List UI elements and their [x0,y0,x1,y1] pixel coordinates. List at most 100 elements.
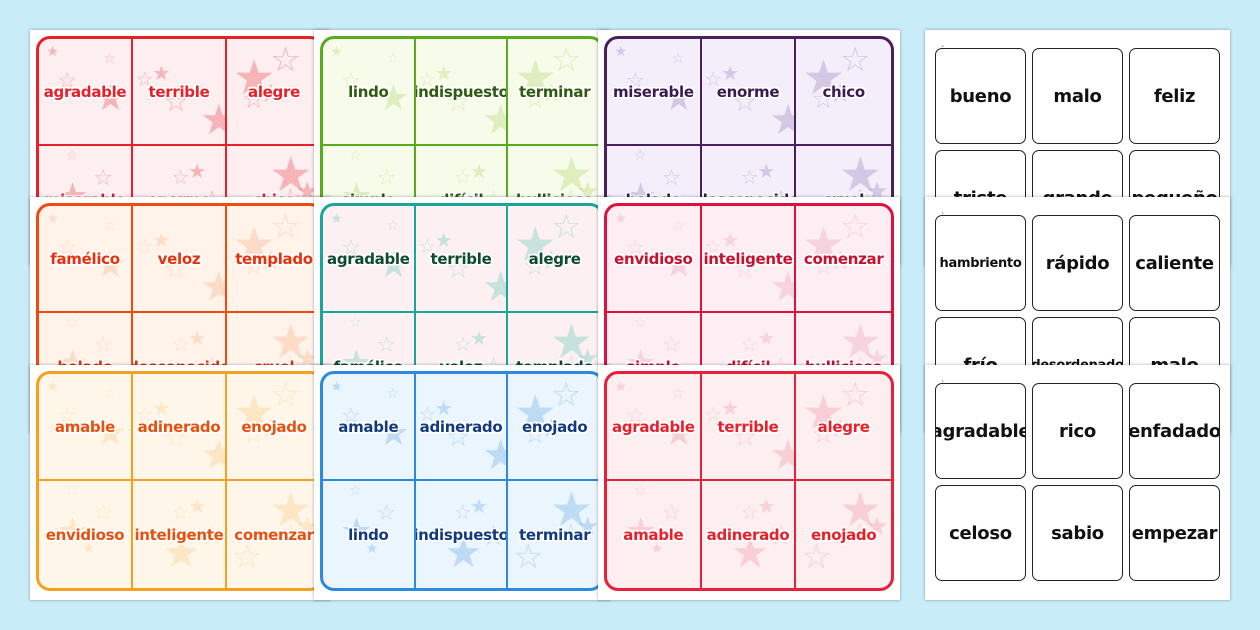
star-icon: ★ [232,216,276,273]
star-icon: ☆ [278,518,302,549]
star-icon: ★ [258,79,283,109]
bingo-word: comenzar [234,525,314,544]
bingo-word: adinerado [137,417,221,436]
bingo-cell: ★☆★☆terrible [415,206,509,313]
star-icon: ☆ [163,85,189,119]
star-icon: ★ [56,511,89,553]
star-icon: ★ [94,413,127,454]
bingo-cell: ★ ☆ ★ ☆ alegre [796,374,891,481]
bingo-cell: ★ ☆ ★ ☆ amable [607,481,702,588]
star-icon: ★ [769,265,794,308]
bingo-sheet: ★☆★☆amable★☆★☆adinerado★☆★☆enojado★☆★☆li… [314,365,610,600]
star-icon: ★ [330,379,343,396]
star-icon: ☆ [171,500,190,525]
star-icon: ★ [550,482,594,539]
star-icon: ☆ [386,50,400,67]
star-icon: ☆ [349,315,362,332]
star-icon: ☆ [349,483,362,500]
star-icon: ☆ [453,332,472,357]
star-icon: ★ [838,147,882,204]
star-icon: ★ [269,482,313,539]
star-icon: ☆ [163,420,189,454]
bingo-word: enojado [810,525,877,544]
star-icon: ☆ [523,85,547,116]
star-icon: ★ [152,228,171,253]
bingo-word: inteligente [134,525,224,544]
star-icon: ☆ [550,207,582,248]
star-icon: ☆ [93,333,113,359]
star-icon: ★ [434,396,453,421]
star-icon: ☆ [740,332,759,357]
star-icon: ☆ [103,50,116,67]
bingo-word: lindo [348,525,389,544]
bingo-word: hambriento [939,255,1022,271]
star-icon: ☆ [341,68,361,94]
star-icon: ☆ [445,85,471,119]
star-icon: ★ [721,61,740,86]
star-icon: ★ [188,325,207,350]
bingo-cell: ★ ☆ ★ ☆ agradable [323,206,416,313]
bingo-cell: ★☆★☆indispuesto [416,481,509,588]
bingo-word: amable [623,525,684,544]
star-icon: ★ [838,314,882,371]
bingo-cell: ★☆★☆inteligente [701,206,797,313]
bingo-cell: ★ ☆ ★ ☆ enojado [796,481,891,588]
bingo-cell: ★ ☆ ★ ☆ alegre [508,206,601,313]
star-icon: ★ [575,512,600,543]
bingo-card-grid: ★☆★☆agradable★☆★☆terrible★☆★☆alegre★☆★☆a… [604,371,894,591]
bingo-cell: ★☆★☆adinerado [133,374,227,481]
star-icon: ★ [482,265,506,308]
star-icon: ★ [539,246,564,276]
star-icon: ★ [258,246,283,276]
star-icon: ★ [200,98,225,141]
star-icon: ☆ [341,403,361,429]
star-icon: ☆ [523,420,547,451]
star-icon: ☆ [418,234,437,259]
star-icon: ☆ [376,333,397,359]
star-icon: ☆ [633,148,647,165]
star-icon: ★ [258,414,283,444]
star-icon: ★ [269,147,313,204]
star-icon: ☆ [135,67,154,92]
star-icon: ★ [802,49,846,106]
bingo-cell: ★ ☆ ★ ☆ terminar [508,481,601,588]
star-icon: ★ [340,511,373,553]
star-icon: ★ [46,379,59,396]
bingo-word: templado [235,249,313,268]
star-icon: ☆ [550,40,582,81]
star-icon: ☆ [341,235,361,261]
corner-mark-icon: ˎ [941,373,945,382]
bingo-sheet: ★☆★☆agradable★☆★☆terrible★☆★☆alegre★☆★☆m… [30,30,330,266]
star-icon: ☆ [811,252,835,283]
star-icon: ☆ [523,252,547,283]
star-icon: ★ [162,528,201,578]
star-icon: ★ [377,245,410,286]
star-icon: ☆ [625,68,646,94]
star-icon: ★ [539,79,564,109]
bingo-word: chico [822,82,865,101]
bingo-word: agradable [327,249,410,268]
bingo-word: enfadado [1129,420,1220,442]
star-icon: ★ [152,396,171,421]
bingo-cell: ★ ☆ ★ ☆ envidioso [39,481,133,588]
bingo-cell: rico [1032,383,1123,479]
star-icon: ★ [513,49,557,106]
star-icon: ★ [46,211,59,228]
star-icon: ★ [482,98,506,141]
star-icon: ★ [46,44,59,61]
star-icon: ★ [614,44,627,61]
bingo-cell: ★ ☆ ★ ☆ alegre [227,39,321,146]
star-icon: ☆ [512,536,544,577]
star-icon: ★ [188,493,207,518]
star-icon: ★ [470,158,488,183]
star-icon: ★ [757,325,776,350]
bingo-word: rico [1059,420,1096,442]
bingo-word: alegre [817,417,870,436]
star-icon: ☆ [93,166,113,192]
bingo-cell: ★ ☆ ★ ☆ agradable [607,374,702,481]
bingo-cell: ★ ☆ ★ ☆ comenzar [796,206,891,313]
bingo-word: lindo [348,82,389,101]
star-icon: ☆ [671,217,685,234]
star-icon: ☆ [418,402,437,427]
bingo-word: amable [54,417,116,436]
